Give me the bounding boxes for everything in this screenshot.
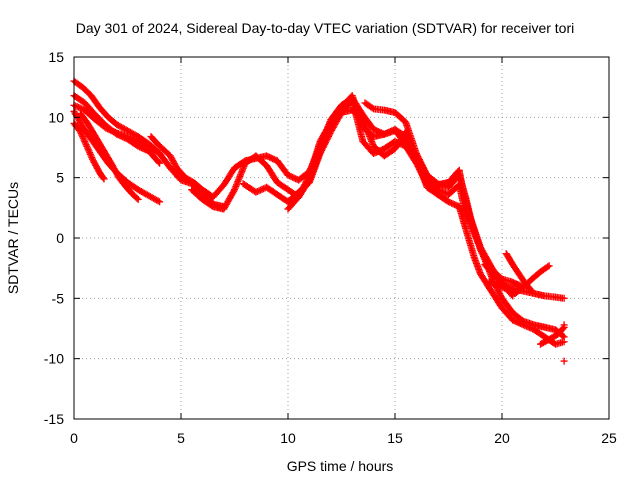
data-point bbox=[84, 144, 92, 152]
data-point bbox=[134, 195, 142, 203]
series-track-10 bbox=[284, 106, 568, 348]
data-point bbox=[368, 104, 376, 112]
y-tick-label: -5 bbox=[52, 290, 65, 306]
y-tick-label: 10 bbox=[48, 109, 64, 125]
x-tick-label: 5 bbox=[177, 430, 185, 446]
data-point bbox=[417, 159, 425, 167]
data-point bbox=[324, 129, 332, 137]
data-point bbox=[83, 142, 91, 150]
data-point bbox=[416, 157, 424, 165]
data-point bbox=[263, 152, 271, 160]
x-tick-label: 10 bbox=[280, 430, 296, 446]
data-point bbox=[100, 175, 108, 183]
data-point bbox=[89, 155, 96, 163]
series-track-14 bbox=[502, 250, 536, 295]
data-point bbox=[559, 332, 567, 340]
data-point bbox=[560, 338, 568, 346]
data-point bbox=[415, 154, 423, 162]
data-point bbox=[544, 263, 552, 271]
data-point bbox=[421, 167, 429, 175]
series-track-8 bbox=[188, 92, 517, 300]
x-tick-label: 0 bbox=[70, 430, 78, 446]
series-isolated-points bbox=[560, 321, 568, 365]
data-point bbox=[270, 155, 278, 163]
data-point bbox=[454, 168, 462, 176]
data-point bbox=[492, 282, 500, 289]
data-marks bbox=[70, 77, 568, 365]
data-point bbox=[155, 158, 162, 166]
data-point bbox=[528, 287, 536, 295]
data-point bbox=[112, 168, 120, 176]
data-point bbox=[166, 152, 174, 160]
x-tick-label: 25 bbox=[601, 430, 617, 446]
data-point bbox=[318, 142, 326, 150]
data-point bbox=[560, 357, 568, 365]
series-track-6 bbox=[76, 110, 142, 203]
y-tick-label: 0 bbox=[56, 230, 64, 246]
data-point bbox=[79, 133, 87, 141]
series-track-5 bbox=[70, 119, 108, 183]
data-point bbox=[77, 129, 85, 137]
x-tick-label: 15 bbox=[387, 430, 403, 446]
data-point bbox=[419, 162, 426, 170]
data-point bbox=[81, 138, 89, 145]
data-point bbox=[527, 286, 535, 294]
data-point bbox=[78, 131, 86, 139]
series-track-3 bbox=[70, 101, 164, 157]
data-point bbox=[286, 172, 293, 180]
data-point bbox=[230, 187, 238, 195]
data-point bbox=[370, 125, 378, 133]
data-point bbox=[559, 325, 567, 332]
data-point bbox=[414, 153, 422, 161]
data-point bbox=[560, 321, 568, 329]
data-point bbox=[113, 169, 120, 177]
data-point bbox=[545, 262, 553, 270]
series-track-15 bbox=[537, 323, 568, 348]
grid bbox=[74, 57, 609, 419]
data-point bbox=[455, 166, 463, 174]
data-point bbox=[420, 165, 428, 173]
data-point bbox=[156, 159, 164, 167]
data-point bbox=[154, 149, 162, 157]
data-point bbox=[104, 125, 112, 133]
chart-title: Day 301 of 2024, Sidereal Day-to-day VTE… bbox=[76, 20, 575, 36]
data-point bbox=[133, 194, 141, 202]
data-point bbox=[99, 174, 107, 182]
data-point bbox=[156, 198, 164, 206]
data-point bbox=[82, 141, 90, 149]
data-point bbox=[86, 149, 94, 157]
data-point bbox=[412, 150, 420, 157]
data-point bbox=[156, 150, 164, 157]
x-axis-label: GPS time / hours bbox=[287, 458, 394, 474]
data-point bbox=[142, 141, 150, 149]
y-tick-label: 5 bbox=[56, 170, 64, 186]
y-tick-label: -15 bbox=[44, 411, 64, 427]
data-point bbox=[154, 197, 162, 205]
y-tick-label: -10 bbox=[44, 351, 64, 367]
series-track-11 bbox=[361, 99, 463, 189]
y-axis-label: SDTVAR / TECUs bbox=[5, 182, 21, 294]
data-point bbox=[78, 105, 86, 113]
data-point bbox=[130, 135, 138, 143]
x-tick-label: 20 bbox=[494, 430, 510, 446]
data-point bbox=[560, 294, 568, 302]
y-tick-label: 15 bbox=[48, 49, 64, 65]
axis-ticks: 0 5 10 15 20 25 -15 -10 -5 0 5 10 15 bbox=[44, 49, 617, 446]
